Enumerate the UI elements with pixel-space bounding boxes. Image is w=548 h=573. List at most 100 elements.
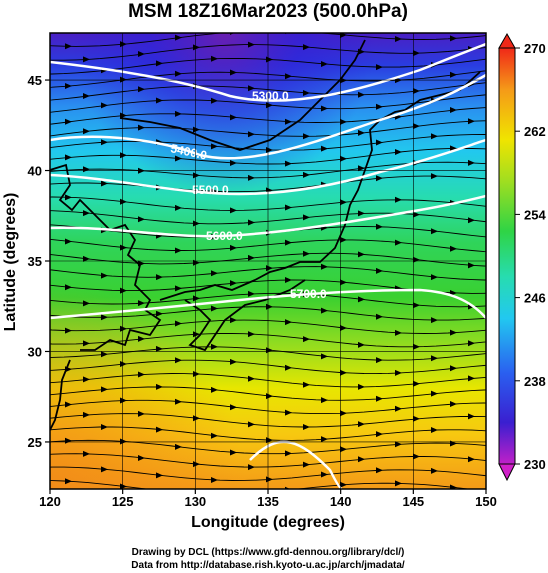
plot-area: 5300.0 5400.0 5500.0 5600.0 5700.0 xyxy=(50,33,486,495)
wind-arrow xyxy=(413,123,420,130)
wind-arrow xyxy=(211,477,218,483)
x-tick-label: 150 xyxy=(475,494,497,509)
wind-arrow xyxy=(248,331,255,338)
wind-arrow xyxy=(120,112,127,119)
wind-arrow xyxy=(303,44,310,51)
wind-arrow xyxy=(321,105,328,112)
wind-arrow xyxy=(211,143,218,150)
wind-arrow xyxy=(175,34,182,41)
wind-arrow xyxy=(376,175,383,182)
wind-arrow xyxy=(340,279,347,286)
wind-arrow xyxy=(230,207,237,214)
wind-arrow xyxy=(468,456,475,463)
wind-arrow xyxy=(376,64,383,71)
wind-arrow xyxy=(376,223,383,230)
wind-arrow xyxy=(340,33,347,38)
wind-arrow xyxy=(468,340,475,347)
wind-arrow xyxy=(248,375,255,382)
colorbar-max-arrow xyxy=(498,32,516,49)
wind-arrow xyxy=(376,267,383,274)
wind-arrow xyxy=(395,369,402,376)
wind-arrow xyxy=(83,210,90,217)
wind-arrow xyxy=(321,471,328,478)
contour-label-5500: 5500.0 xyxy=(192,183,229,197)
wind-arrow xyxy=(175,320,182,327)
y-tick-label: 30 xyxy=(28,344,42,359)
wind-arrow xyxy=(65,437,72,444)
wind-arrow xyxy=(358,91,365,98)
colorbar-min-arrow xyxy=(498,463,516,482)
wind-arrow xyxy=(175,70,182,77)
wind-arrow xyxy=(376,357,383,364)
wind-arrow xyxy=(193,415,200,422)
wind-arrow xyxy=(120,152,127,159)
wind-arrow xyxy=(285,239,292,246)
x-tick-label: 135 xyxy=(257,494,279,509)
wind-arrow xyxy=(303,171,310,178)
wind-arrow xyxy=(321,397,328,404)
x-tick-label: 140 xyxy=(330,494,352,509)
wind-arrow xyxy=(358,165,365,172)
colorbar-tick-label: 238 xyxy=(524,374,546,389)
wind-arrow xyxy=(431,228,438,235)
wind-arrow xyxy=(211,305,218,312)
wind-arrow xyxy=(248,85,255,92)
wind-arrow xyxy=(211,97,218,104)
wind-arrow xyxy=(175,443,182,450)
wind-arrow xyxy=(321,145,328,152)
wind-arrow xyxy=(340,155,347,162)
x-tick-label: 125 xyxy=(112,494,134,509)
wind-arrow xyxy=(83,300,90,307)
wind-arrow xyxy=(175,110,182,117)
wind-arrow xyxy=(395,329,402,336)
wind-arrow xyxy=(65,83,72,89)
wind-arrow xyxy=(395,405,402,412)
wind-arrow xyxy=(248,421,255,428)
wind-arrow xyxy=(248,254,255,261)
coastline-island-south xyxy=(50,359,71,431)
wind-arrow xyxy=(395,149,402,155)
wind-arrow xyxy=(413,453,420,460)
wind-arrow xyxy=(230,449,237,456)
wind-arrow xyxy=(65,327,72,334)
wind-arrow xyxy=(230,404,237,411)
gridlines xyxy=(50,33,486,489)
wind-arrow xyxy=(156,383,163,390)
wind-arrow xyxy=(431,173,438,180)
credit-line-2: Data from http://database.rish.kyoto-u.a… xyxy=(131,560,405,571)
wind-arrow xyxy=(156,274,163,281)
wind-arrow xyxy=(175,155,182,162)
wind-arrow xyxy=(285,160,292,167)
height-contours xyxy=(50,42,486,489)
coastline-north xyxy=(119,39,366,151)
wind-arrow xyxy=(101,386,108,393)
wind-arrow xyxy=(230,317,237,324)
wind-arrow xyxy=(413,302,420,309)
wind-arrow xyxy=(156,472,163,479)
wind-arrow xyxy=(120,483,127,489)
coastline-japan xyxy=(159,71,481,301)
wind-arrow xyxy=(138,335,145,342)
colorbar-tick-label: 230 xyxy=(524,457,546,472)
credit-line-1: Drawing by DCL (https://www.gfd-dennou.o… xyxy=(132,547,405,558)
wind-arrow xyxy=(376,431,383,438)
wind-arrow xyxy=(321,353,328,360)
contour-5500 xyxy=(50,138,486,196)
contour-5800 xyxy=(249,440,343,489)
wind-arrow xyxy=(248,464,255,471)
wind-arrow xyxy=(83,93,90,99)
wind-arrow xyxy=(468,118,475,125)
wind-arrow xyxy=(431,355,438,362)
streamline xyxy=(50,33,486,47)
wind-arrow xyxy=(285,450,292,457)
wind-arrow xyxy=(431,133,438,140)
wind-arrow xyxy=(120,198,127,205)
wind-arrow xyxy=(138,410,145,417)
chart-title: MSM 18Z16Mar2023 (500.0hPa) xyxy=(128,1,408,22)
wind-arrow xyxy=(248,131,255,138)
contour-5600 xyxy=(50,194,486,238)
wind-arrow xyxy=(175,489,182,495)
wind-arrow xyxy=(340,325,347,331)
wind-arrow xyxy=(395,441,402,448)
wind-arrow xyxy=(395,196,402,203)
